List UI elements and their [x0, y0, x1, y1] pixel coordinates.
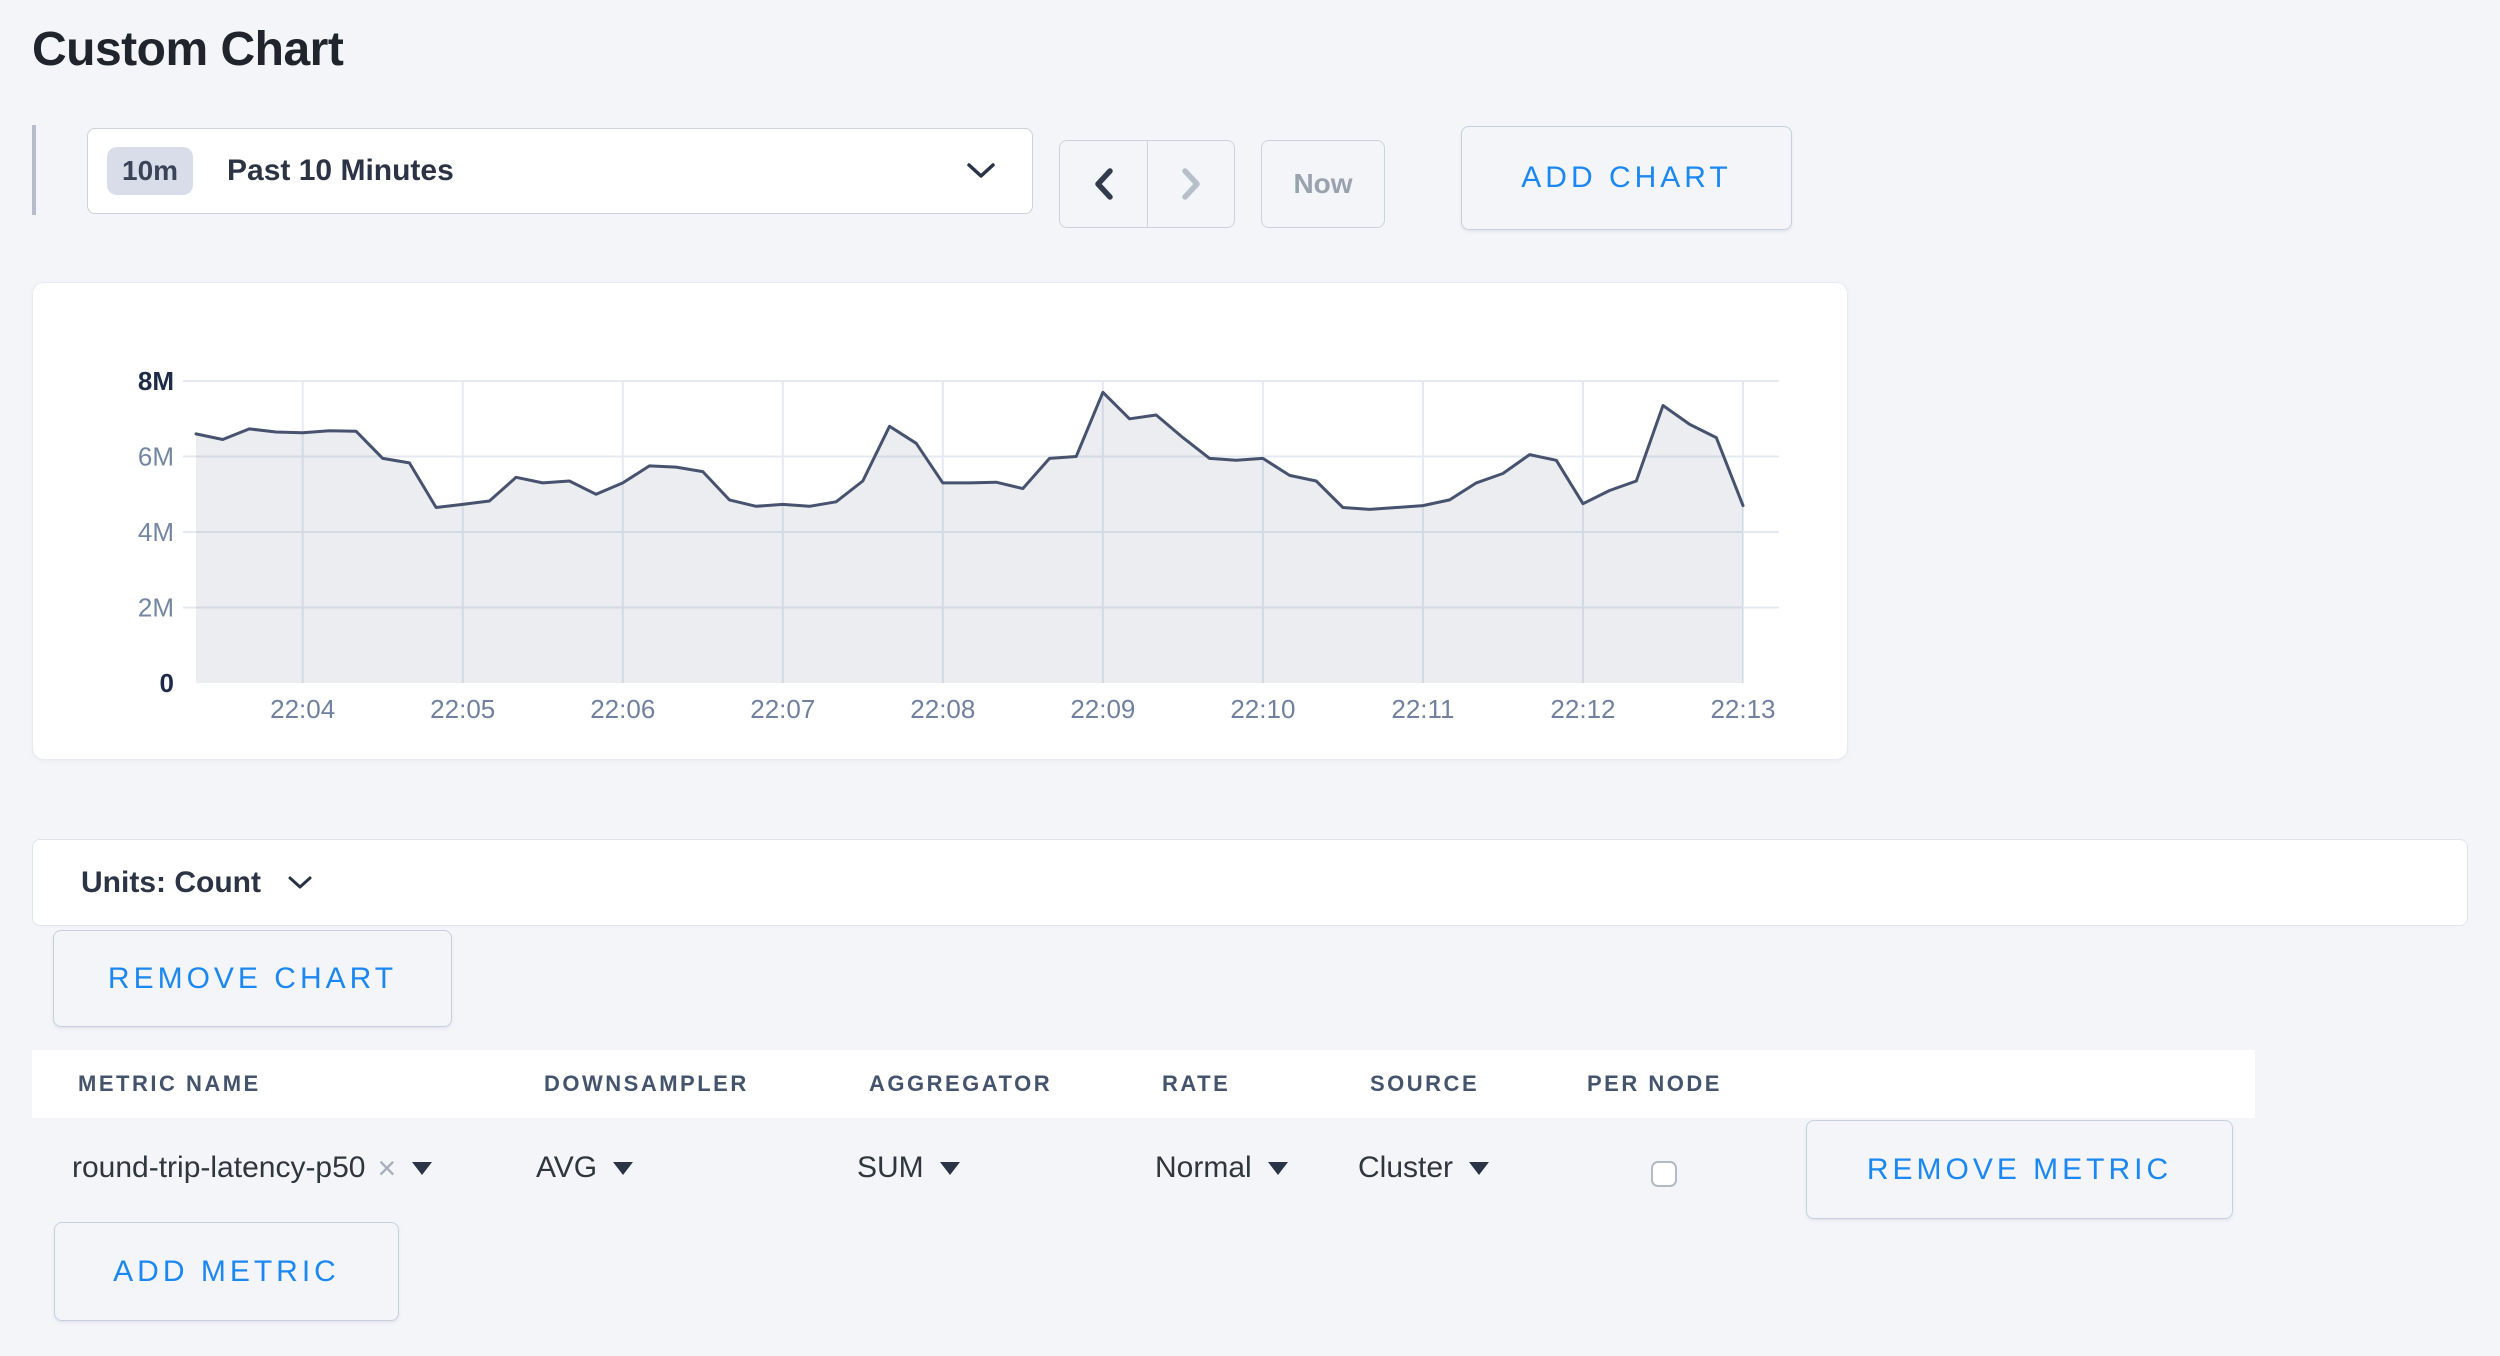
metric-row: round-trip-latency-p50 × AVG SUM Normal …: [0, 1118, 2500, 1218]
column-header-metric-name: METRIC NAME: [78, 1071, 261, 1096]
clear-metric-icon[interactable]: ×: [377, 1150, 397, 1186]
per-node-checkbox[interactable]: [1651, 1161, 1677, 1187]
caret-down-icon: [1469, 1161, 1490, 1175]
column-header-downsampler: DOWNSAMPLER: [544, 1071, 749, 1096]
time-forward-button[interactable]: [1147, 141, 1234, 227]
y-tick-label: 8M: [138, 366, 174, 396]
remove-metric-button[interactable]: REMOVE METRIC: [1806, 1120, 2233, 1219]
chart-svg: 22:04 22:05 22:06 22:07 22:08 22:09 22:10 22:11…: [138, 366, 1779, 724]
column-header-source: SOURCE: [1370, 1071, 1480, 1096]
x-tick-label: 22:05: [430, 694, 495, 724]
column-header-rate: RATE: [1162, 1071, 1231, 1096]
chevron-down-icon: [967, 163, 995, 178]
units-label: Units: Count: [81, 865, 261, 899]
time-back-button[interactable]: [1060, 141, 1147, 227]
chevron-left-icon: [1094, 168, 1113, 200]
x-tick-label: 22:04: [270, 694, 335, 724]
add-chart-button[interactable]: ADD CHART: [1461, 126, 1792, 230]
caret-down-icon: [412, 1161, 433, 1175]
remove-chart-button[interactable]: REMOVE CHART: [53, 930, 452, 1027]
aggregator-value: SUM: [857, 1151, 924, 1184]
chevron-down-icon: [288, 876, 312, 888]
column-header-per-node: PER NODE: [1587, 1071, 1722, 1096]
time-range-label: Past 10 Minutes: [227, 154, 454, 187]
time-range-select[interactable]: 10m Past 10 Minutes: [87, 128, 1033, 214]
series-line: [194, 390, 1745, 511]
column-header-aggregator: AGGREGATOR: [869, 1071, 1053, 1096]
time-nav-group: [1059, 140, 1235, 228]
x-tick-label: 22:13: [1710, 694, 1775, 724]
page-title: Custom Chart: [32, 23, 344, 76]
rate-value: Normal: [1155, 1151, 1252, 1184]
add-metric-button[interactable]: ADD METRIC: [54, 1222, 399, 1321]
metric-name-select[interactable]: round-trip-latency-p50 ×: [72, 1118, 433, 1218]
series-area: [196, 392, 1743, 683]
x-tick-label: 22:08: [910, 694, 975, 724]
y-tick-label: 4M: [138, 517, 174, 547]
aggregator-select[interactable]: SUM: [857, 1118, 960, 1218]
metric-name-value: round-trip-latency-p50: [72, 1151, 366, 1184]
source-value: Cluster: [1358, 1151, 1454, 1184]
units-select[interactable]: Units: Count: [32, 839, 2468, 926]
chart-card: 22:04 22:05 22:06 22:07 22:08 22:09 22:10 22:11…: [32, 282, 1848, 760]
y-tick-label: 6M: [138, 442, 174, 472]
x-tick-label: 22:06: [590, 694, 655, 724]
time-range-badge: 10m: [107, 147, 194, 195]
x-tick-label: 22:12: [1550, 694, 1615, 724]
source-select[interactable]: Cluster: [1358, 1118, 1490, 1218]
x-tick-label: 22:07: [750, 694, 815, 724]
y-tick-label: 0: [160, 668, 174, 698]
caret-down-icon: [1267, 1161, 1288, 1175]
downsampler-select[interactable]: AVG: [536, 1118, 634, 1218]
toolbar-accent-bar: [32, 125, 36, 215]
y-tick-label: 2M: [138, 593, 174, 623]
downsampler-value: AVG: [536, 1151, 598, 1184]
x-tick-label: 22:09: [1070, 694, 1135, 724]
x-tick-label: 22:10: [1230, 694, 1295, 724]
rate-select[interactable]: Normal: [1155, 1118, 1288, 1218]
chevron-right-icon: [1182, 168, 1200, 200]
now-button[interactable]: Now: [1261, 140, 1385, 228]
metrics-table-header: METRIC NAME DOWNSAMPLER AGGREGATOR RATE …: [32, 1050, 2255, 1118]
caret-down-icon: [939, 1161, 960, 1175]
caret-down-icon: [613, 1161, 634, 1175]
x-tick-label: 22:11: [1391, 694, 1454, 724]
